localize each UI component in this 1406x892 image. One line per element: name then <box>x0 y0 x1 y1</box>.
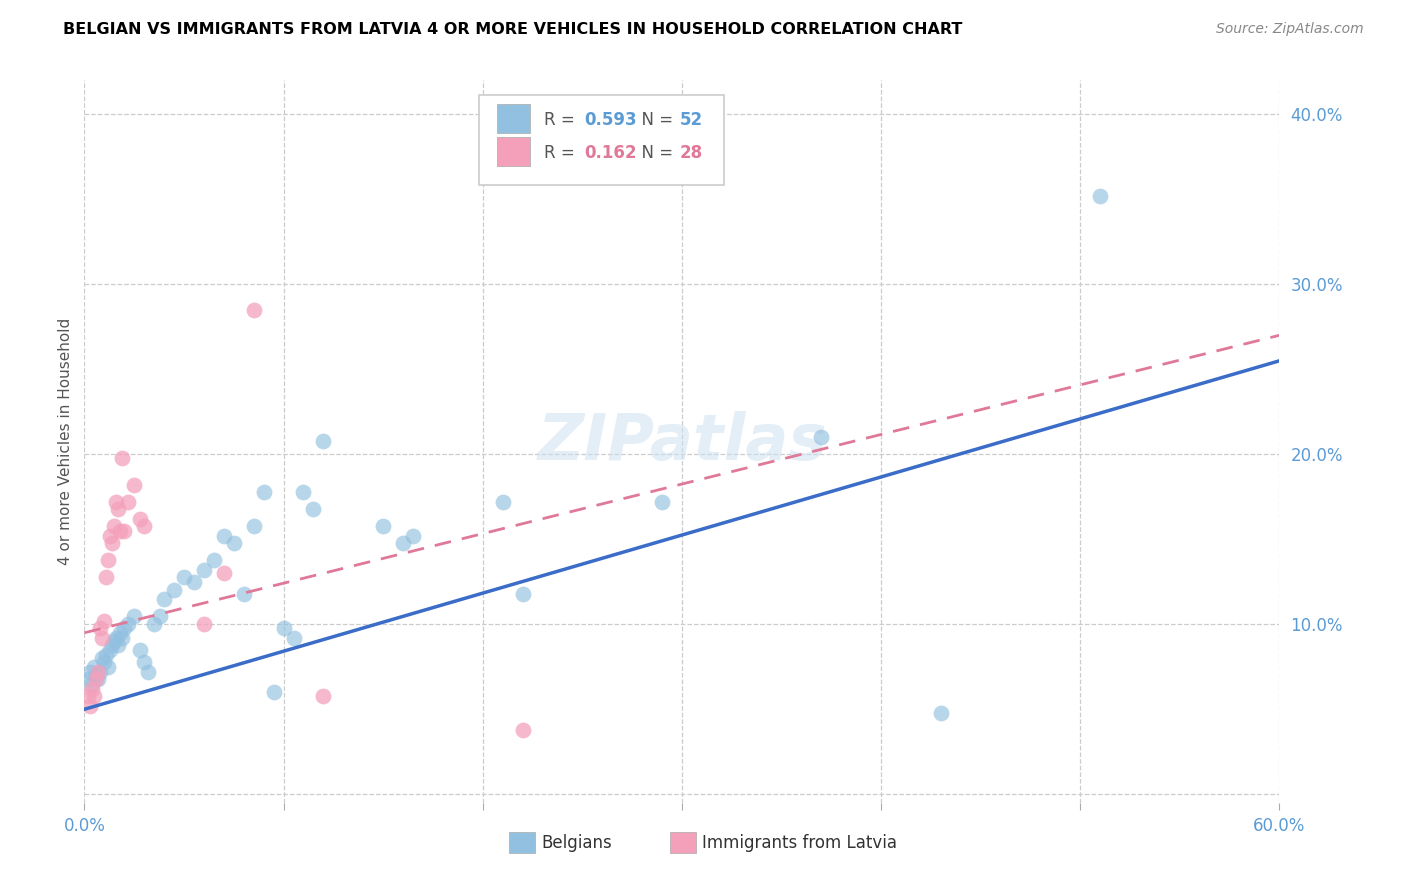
Text: 0.593: 0.593 <box>583 111 637 129</box>
Point <box>193 563 215 577</box>
Point <box>512 587 534 601</box>
Point <box>302 501 325 516</box>
Point <box>136 665 159 679</box>
Point <box>283 631 305 645</box>
Point <box>193 617 215 632</box>
Point <box>93 614 115 628</box>
Point <box>651 495 673 509</box>
Point <box>91 651 114 665</box>
Point <box>392 535 415 549</box>
Point <box>263 685 285 699</box>
Point <box>122 608 145 623</box>
Point <box>312 434 335 448</box>
Point <box>83 660 105 674</box>
Point <box>77 689 100 703</box>
Point <box>103 634 125 648</box>
Text: N =: N = <box>630 111 678 129</box>
Point <box>89 621 111 635</box>
Point <box>183 574 205 589</box>
Point <box>112 621 135 635</box>
Point <box>96 570 118 584</box>
Point <box>129 512 152 526</box>
Point <box>253 484 276 499</box>
Text: 0.162: 0.162 <box>583 144 637 161</box>
Point <box>96 648 118 662</box>
Text: R =: R = <box>544 144 581 161</box>
FancyBboxPatch shape <box>671 831 696 854</box>
Point <box>110 524 132 538</box>
Point <box>105 495 128 509</box>
Point <box>129 642 152 657</box>
Point <box>82 677 104 691</box>
Point <box>82 681 104 696</box>
Point <box>117 495 139 509</box>
Text: 52: 52 <box>679 111 703 129</box>
Text: 28: 28 <box>679 144 703 161</box>
Point <box>87 672 110 686</box>
Point <box>512 723 534 737</box>
Point <box>103 518 125 533</box>
Point <box>402 529 425 543</box>
Text: N =: N = <box>630 144 678 161</box>
Point <box>77 672 100 686</box>
Point <box>93 655 115 669</box>
Point <box>110 625 132 640</box>
Point <box>97 552 120 566</box>
Point <box>132 518 156 533</box>
Point <box>107 638 129 652</box>
Point <box>98 642 121 657</box>
Point <box>373 518 395 533</box>
Point <box>83 689 105 703</box>
Point <box>98 529 121 543</box>
Point <box>492 495 515 509</box>
Point <box>107 501 129 516</box>
Point <box>117 617 139 632</box>
Point <box>89 665 111 679</box>
Point <box>273 621 295 635</box>
Point <box>312 689 335 703</box>
Point <box>86 672 108 686</box>
Point <box>153 591 176 606</box>
Text: Source: ZipAtlas.com: Source: ZipAtlas.com <box>1216 22 1364 37</box>
Point <box>112 524 135 538</box>
Point <box>97 660 120 674</box>
Point <box>132 655 156 669</box>
Point <box>202 552 225 566</box>
Point <box>105 631 128 645</box>
Text: Belgians: Belgians <box>541 833 612 852</box>
Point <box>87 665 110 679</box>
Point <box>122 478 145 492</box>
Y-axis label: 4 or more Vehicles in Household: 4 or more Vehicles in Household <box>58 318 73 566</box>
FancyBboxPatch shape <box>496 104 530 133</box>
Point <box>1090 189 1112 203</box>
Point <box>91 631 114 645</box>
Point <box>111 450 134 465</box>
Point <box>101 638 124 652</box>
Point <box>163 583 186 598</box>
Point <box>173 570 195 584</box>
Point <box>232 587 254 601</box>
Point <box>929 706 952 720</box>
Text: ZIPatlas: ZIPatlas <box>537 410 827 473</box>
FancyBboxPatch shape <box>509 831 534 854</box>
Point <box>143 617 166 632</box>
FancyBboxPatch shape <box>479 95 724 185</box>
Point <box>810 430 832 444</box>
Point <box>242 518 264 533</box>
Point <box>242 302 264 317</box>
Point <box>111 631 134 645</box>
Text: R =: R = <box>544 111 581 129</box>
Point <box>79 665 101 679</box>
Point <box>86 668 108 682</box>
Text: Immigrants from Latvia: Immigrants from Latvia <box>702 833 897 852</box>
Point <box>222 535 245 549</box>
Point <box>79 698 101 713</box>
Text: BELGIAN VS IMMIGRANTS FROM LATVIA 4 OR MORE VEHICLES IN HOUSEHOLD CORRELATION CH: BELGIAN VS IMMIGRANTS FROM LATVIA 4 OR M… <box>63 22 963 37</box>
Point <box>212 566 235 581</box>
FancyBboxPatch shape <box>496 136 530 166</box>
Point <box>212 529 235 543</box>
Point <box>292 484 315 499</box>
Point <box>149 608 172 623</box>
Point <box>101 535 124 549</box>
